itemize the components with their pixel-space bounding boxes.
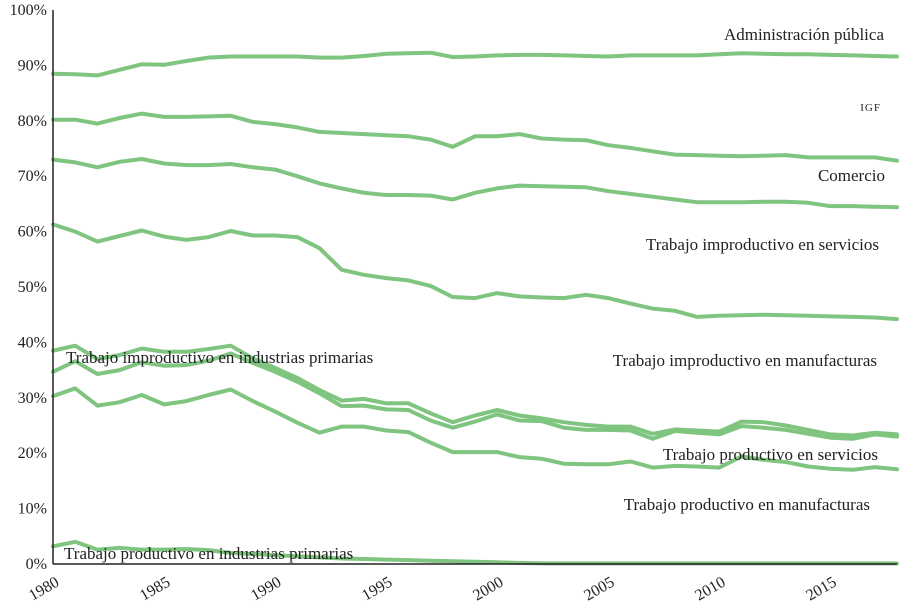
y-tick-label: 100% [10,2,47,19]
y-tick-label: 70% [18,168,47,185]
y-tick-label: 0% [26,556,47,573]
series-line-3 [51,222,899,322]
y-tick-label: 10% [18,501,47,518]
y-tick-label: 40% [18,334,47,351]
annotation-administracion-publica: Administración pública [724,25,885,44]
y-axis-ticks: 0% 10% 20% 30% 40% 50% 60% 70% 80% 90% 100% [10,2,47,573]
series-line-1 [51,111,899,163]
annotation-trabajo-productivo-industrias-primarias: Trabajo productivo en industrias primari… [64,544,353,563]
series-line-6 [51,386,899,472]
annotation-trabajo-improductivo-manufacturas: Trabajo improductivo en manufacturas [613,351,877,370]
x-axis-ticks: 1980 1985 1990 1995 2000 2005 2010 2015 [26,574,840,605]
x-tick-label: 2000 [470,574,506,605]
annotation-trabajo-productivo-servicios: Trabajo productivo en servicios [663,445,878,464]
x-tick-label: 2015 [803,574,839,605]
y-tick-label: 20% [18,445,47,462]
annotation-trabajo-improductivo-servicios: Trabajo improductivo en servicios [646,235,879,254]
y-tick-label: 50% [18,279,47,296]
series-line-0 [51,50,899,78]
x-tick-label: 2005 [581,574,617,605]
y-tick-label: 30% [18,390,47,407]
annotation-trabajo-improductivo-industrias-primarias: Trabajo improductivo en industrias prima… [66,348,373,367]
series-line-2 [51,157,899,210]
series-line-4 [51,343,899,438]
annotation-comercio: Comercio [818,166,885,185]
series-layer [51,50,899,566]
x-tick-label: 1990 [248,574,284,605]
y-tick-label: 80% [18,113,47,130]
series-line-5 [51,351,899,441]
x-tick-label: 1995 [359,574,395,605]
x-tick-label: 1980 [26,574,62,605]
x-tick-label: 1985 [137,574,173,605]
y-tick-label: 90% [18,57,47,74]
y-tick-label: 60% [18,224,47,241]
annotation-trabajo-productivo-manufacturas: Trabajo productivo en manufacturas [624,495,870,514]
annotation-igf: IGF [860,102,881,114]
x-tick-label: 2010 [692,574,728,605]
